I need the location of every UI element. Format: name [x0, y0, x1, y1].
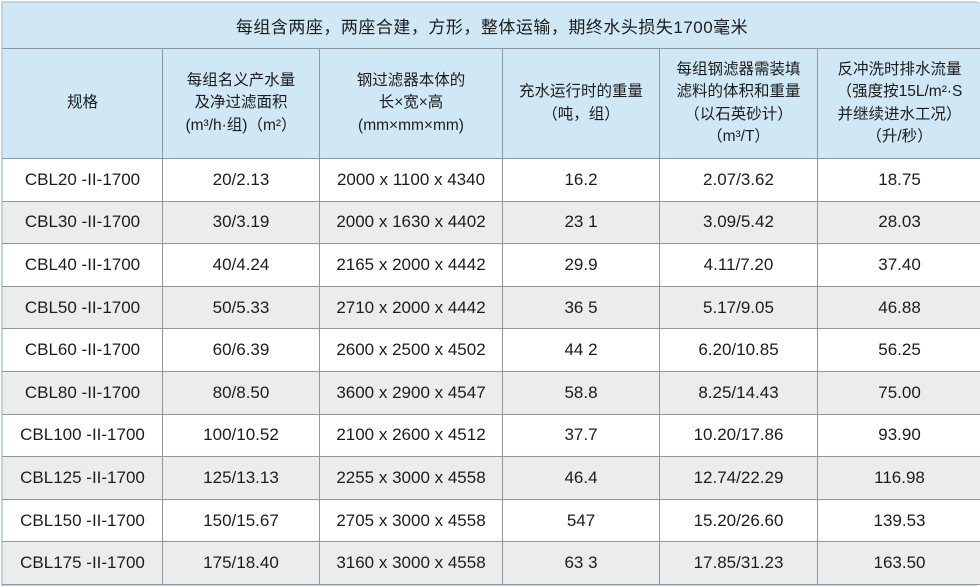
- cell-spec: CBL40 -II-1700: [2, 243, 163, 287]
- cell-backwash: 93.90: [816, 413, 980, 458]
- cell-dimensions: 2100 x 2600 x 4512: [319, 413, 503, 458]
- cell-media: 5.17/9.05: [659, 285, 818, 330]
- column-header-backwash: 反冲洗时排水流量 （强度按15L/m²·S 并继续进水工况） （升/秒）: [816, 48, 980, 159]
- cell-media: 12.74/22.29: [659, 456, 818, 500]
- cell-spec: CBL125 -II-1700: [2, 456, 163, 500]
- cell-media: 10.20/17.86: [659, 413, 818, 458]
- cell-dimensions: 3600 x 2900 x 4547: [319, 370, 503, 415]
- cell-media: 6.20/10.85: [659, 328, 818, 372]
- cell-dimensions: 2705 x 3000 x 4558: [319, 498, 503, 543]
- cell-capacity: 125/13.13: [162, 456, 320, 500]
- table-row: CBL60 -II-1700 60/6.39 2600 x 2500 x 450…: [2, 328, 980, 372]
- table-caption-row: 每组含两座，两座合建，方形，整体运输，期终水头损失1700毫米: [1, 2, 980, 49]
- cell-dimensions: 2000 x 1630 x 4402: [319, 200, 503, 245]
- cell-backwash: 75.00: [816, 370, 980, 415]
- cell-weight: 23 1: [502, 200, 660, 245]
- cell-backwash: 28.03: [816, 200, 980, 245]
- cell-media: 2.07/3.62: [659, 158, 818, 202]
- cell-weight: 36 5: [502, 285, 660, 330]
- table-row: CBL125 -II-1700 125/13.13 2255 x 3000 x …: [2, 456, 980, 500]
- table-row: CBL20 -II-1700 20/2.13 2000 x 1100 x 434…: [2, 158, 980, 202]
- cell-weight: 37.7: [502, 413, 660, 458]
- cell-media: 15.20/26.60: [659, 498, 818, 543]
- cell-spec: CBL30 -II-1700: [2, 200, 163, 245]
- cell-capacity: 40/4.24: [162, 243, 320, 287]
- cell-media: 17.85/31.23: [659, 541, 818, 585]
- cell-spec: CBL175 -II-1700: [2, 541, 163, 585]
- column-header-spec: 规格: [2, 48, 163, 159]
- cell-capacity: 60/6.39: [162, 328, 320, 372]
- cell-weight: 16.2: [502, 158, 660, 202]
- cell-spec: CBL150 -II-1700: [2, 498, 163, 543]
- column-header-capacity: 每组名义产水量 及净过滤面积 (m³/h·组)（m²）: [162, 48, 320, 159]
- table-row: CBL30 -II-1700 30/3.19 2000 x 1630 x 440…: [2, 200, 980, 245]
- table-row: CBL175 -II-1700 175/18.40 3160 x 3000 x …: [2, 541, 980, 585]
- cell-capacity: 150/15.67: [162, 498, 320, 543]
- table-row: CBL100 -II-1700 100/10.52 2100 x 2600 x …: [2, 413, 980, 458]
- cell-media: 4.11/7.20: [659, 243, 818, 287]
- cell-weight: 44 2: [502, 328, 660, 372]
- cell-capacity: 50/5.33: [162, 285, 320, 330]
- cell-spec: CBL20 -II-1700: [2, 158, 163, 202]
- cell-weight: 29.9: [502, 243, 660, 287]
- cell-dimensions: 2710 x 2000 x 4442: [319, 285, 503, 330]
- cell-spec: CBL100 -II-1700: [2, 413, 163, 458]
- cell-capacity: 20/2.13: [162, 158, 320, 202]
- cell-media: 3.09/5.42: [659, 200, 818, 245]
- cell-weight: 547: [502, 498, 660, 543]
- cell-capacity: 175/18.40: [162, 541, 320, 585]
- cell-weight: 63 3: [502, 541, 660, 585]
- table-caption: 每组含两座，两座合建，方形，整体运输，期终水头损失1700毫米: [1, 2, 980, 49]
- cell-backwash: 116.98: [816, 456, 980, 500]
- cell-backwash: 56.25: [816, 328, 980, 372]
- cell-media: 8.25/14.43: [659, 370, 818, 415]
- cell-backwash: 46.88: [816, 285, 980, 330]
- cell-weight: 46.4: [502, 456, 660, 500]
- cell-spec: CBL80 -II-1700: [2, 370, 163, 415]
- cell-spec: CBL60 -II-1700: [2, 328, 163, 372]
- cell-capacity: 80/8.50: [162, 370, 320, 415]
- cell-spec: CBL50 -II-1700: [2, 285, 163, 330]
- table-row: CBL40 -II-1700 40/4.24 2165 x 2000 x 444…: [2, 243, 980, 287]
- column-header-dimensions: 钢过滤器本体的 长×宽×高 (mm×mm×mm): [319, 48, 503, 159]
- column-header-row: 规格 每组名义产水量 及净过滤面积 (m³/h·组)（m²） 钢过滤器本体的 长…: [2, 48, 980, 159]
- table-row: CBL150 -II-1700 150/15.67 2705 x 3000 x …: [2, 498, 980, 543]
- cell-dimensions: 2165 x 2000 x 4442: [319, 243, 503, 287]
- table-row: CBL50 -II-1700 50/5.33 2710 x 2000 x 444…: [2, 285, 980, 330]
- column-header-media: 每组钢滤器需装填 滤料的体积和重量 （以石英砂计） （m³/T）: [659, 48, 818, 159]
- table-row: CBL80 -II-1700 80/8.50 3600 x 2900 x 454…: [2, 370, 980, 415]
- cell-capacity: 100/10.52: [162, 413, 320, 458]
- cell-backwash: 37.40: [816, 243, 980, 287]
- cell-backwash: 163.50: [816, 541, 980, 585]
- cell-dimensions: 2255 x 3000 x 4558: [319, 456, 503, 500]
- cell-weight: 58.8: [502, 370, 660, 415]
- table-body: CBL20 -II-1700 20/2.13 2000 x 1100 x 434…: [2, 158, 980, 585]
- cell-dimensions: 2000 x 1100 x 4340: [319, 158, 503, 202]
- cell-backwash: 18.75: [816, 158, 980, 202]
- column-header-weight: 充水运行时的重量 （吨，组）: [502, 48, 660, 159]
- cell-capacity: 30/3.19: [162, 200, 320, 245]
- cell-dimensions: 2600 x 2500 x 4502: [319, 328, 503, 372]
- cell-dimensions: 3160 x 3000 x 4558: [319, 541, 503, 585]
- cell-backwash: 139.53: [816, 498, 980, 543]
